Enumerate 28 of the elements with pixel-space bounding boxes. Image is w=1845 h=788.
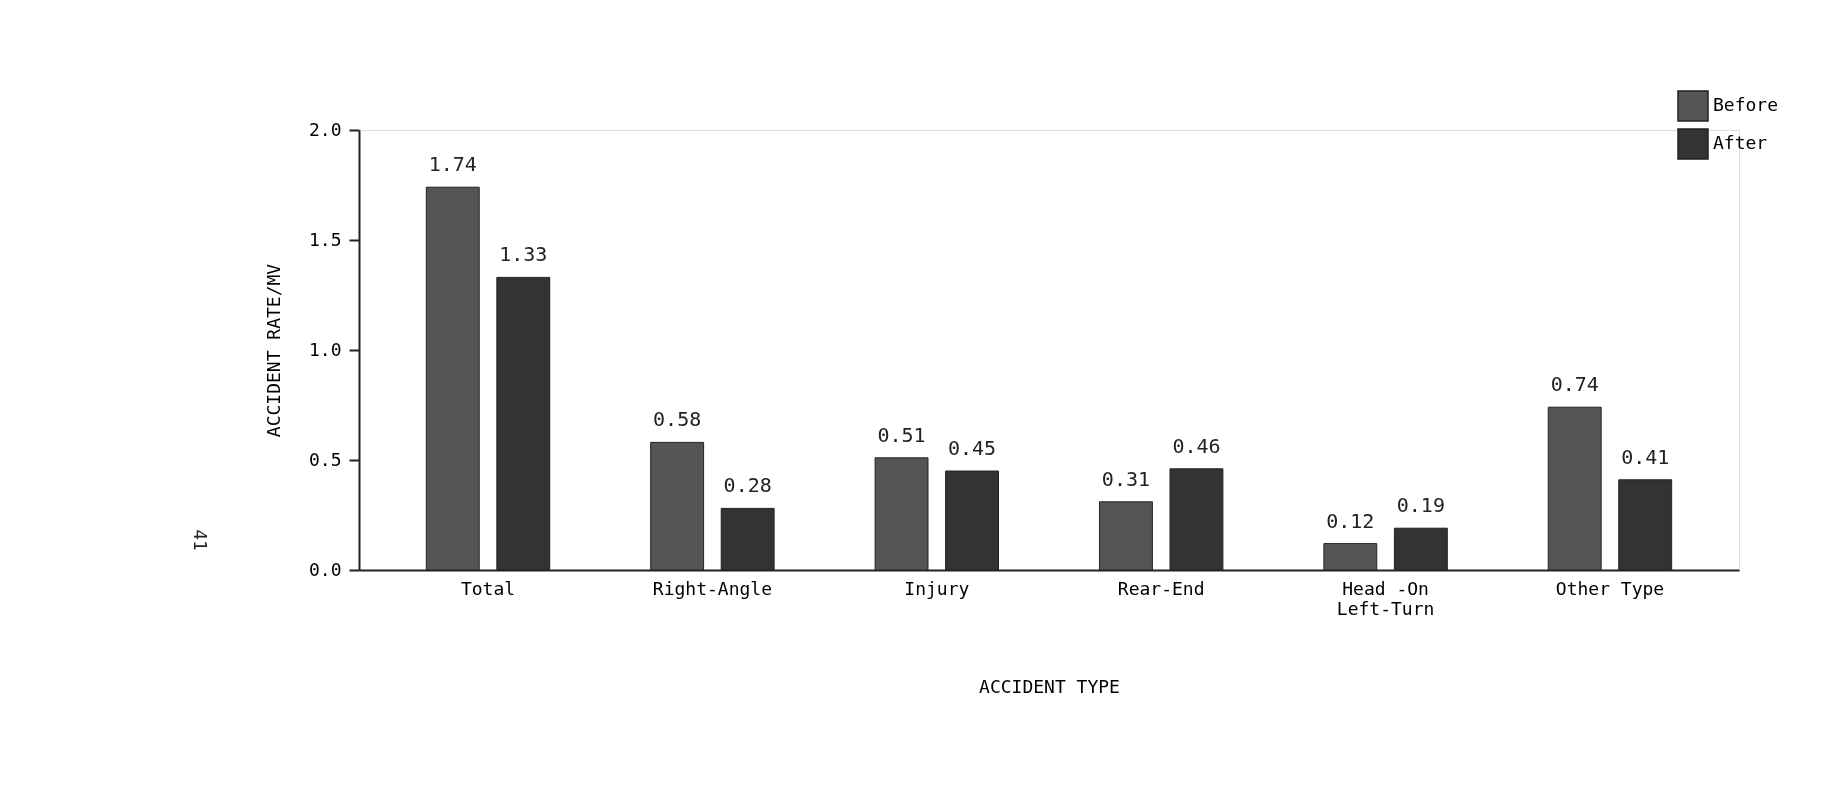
data-label: 0.58 [653,407,702,432]
data-label: 1.33 [499,242,548,267]
data-label: 0.45 [947,436,997,460]
data-label: 0.28 [723,473,772,498]
y-tick-label: 2.0 [308,118,342,140]
data-label: 0.12 [1326,508,1375,533]
x-tick-label: Rear-End [1117,577,1205,599]
x-axis-title: ACCIDENT TYPE [979,675,1120,697]
y-tick-label: 1.0 [308,338,342,360]
y-tick-label: 0.5 [308,448,342,470]
data-label: 0.31 [1101,466,1151,491]
data-label: 0.41 [1621,444,1670,469]
x-tick-label: Injury [904,577,970,599]
data-label: 1.74 [428,152,477,177]
data-label: 0.51 [877,422,926,447]
x-tick-label: Right-Angle [652,577,773,599]
x-tick-label: Head -On Left-Turn [1336,577,1435,619]
y-tick-label: 0.0 [308,558,342,580]
legend-label: After [1713,132,1768,153]
x-tick-label: Total [460,577,516,599]
data-label: 0.74 [1550,372,1599,397]
text: 41 [190,529,211,551]
data-label: 0.19 [1396,493,1445,518]
legend-label: Before [1713,94,1779,115]
x-tick-label: Other Type [1555,577,1665,599]
data-label: 0.46 [1172,433,1221,458]
y-axis-title: ACCIDENT RATE/MV [262,263,284,438]
y-tick-label: 1.5 [308,228,342,250]
